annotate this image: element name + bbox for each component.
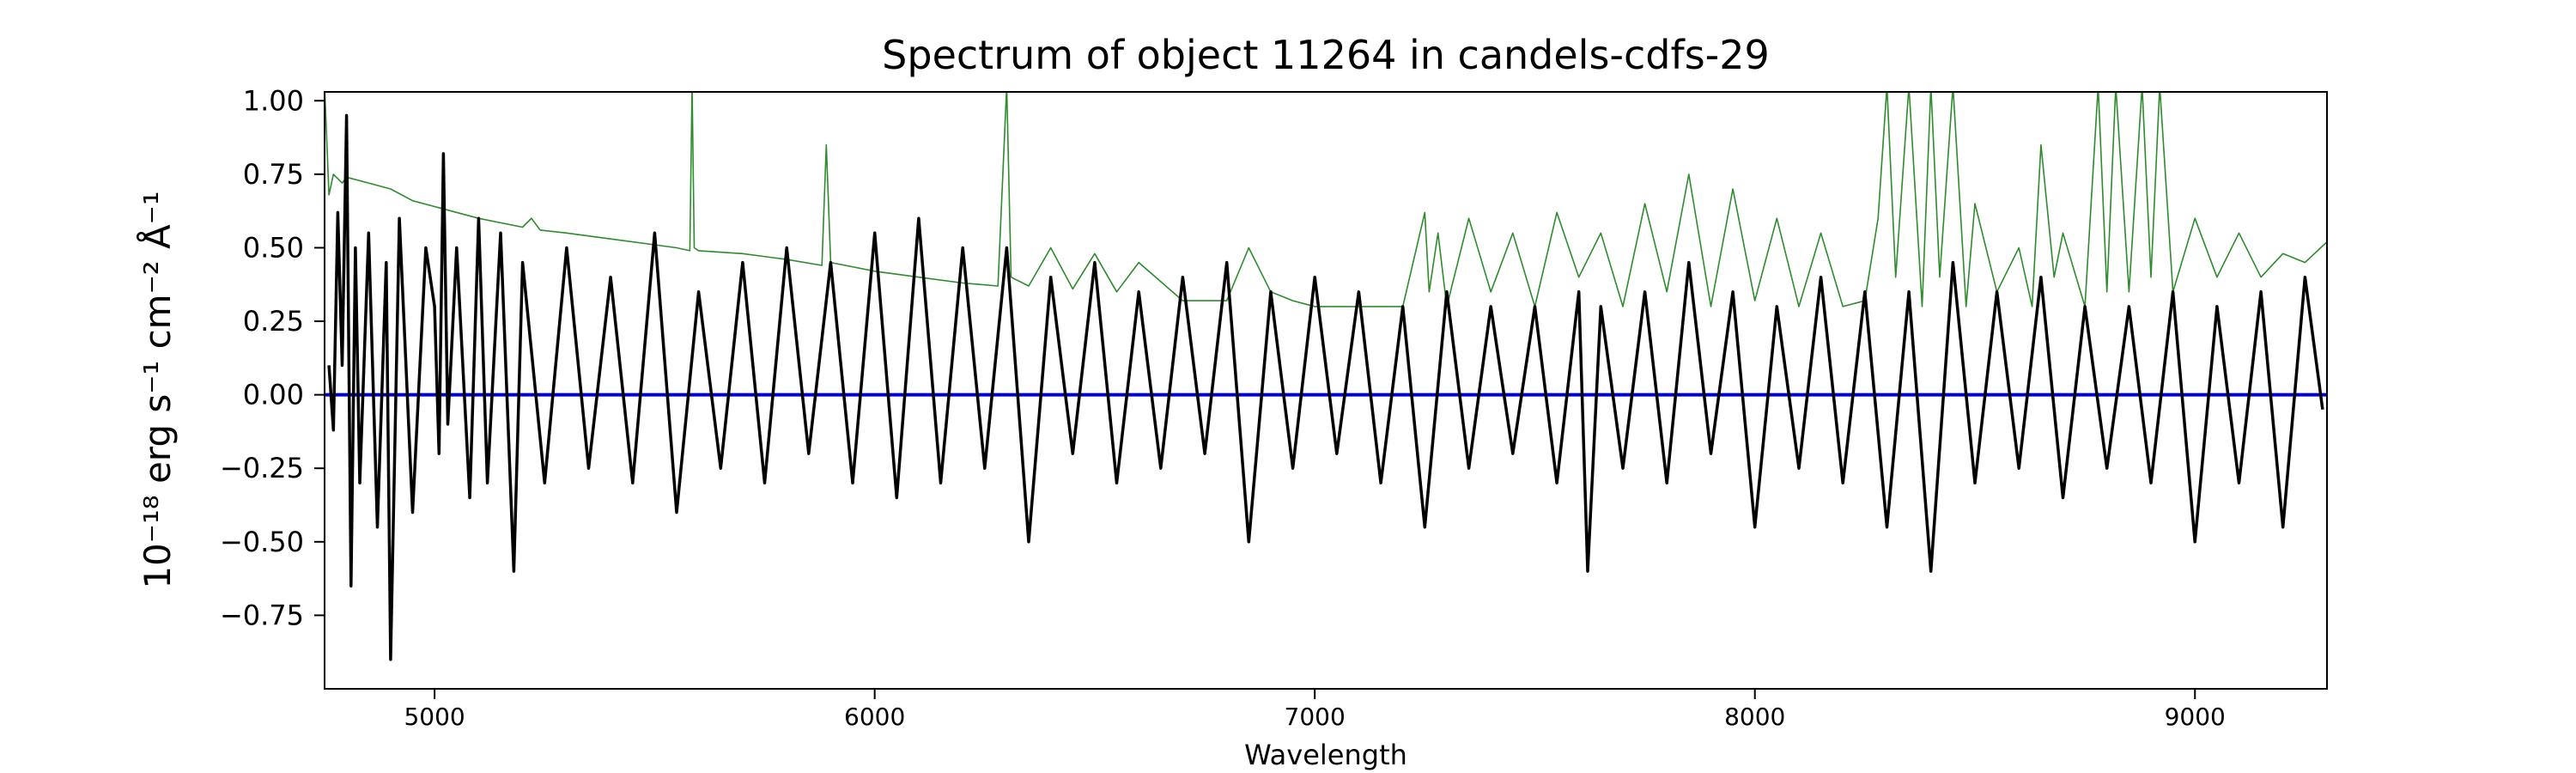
y-tick-label: 0.75 xyxy=(243,158,304,191)
x-tick-label: 6000 xyxy=(844,703,905,731)
y-tick-label: −0.25 xyxy=(220,452,304,484)
flux-series-line xyxy=(327,113,2324,661)
series-layer xyxy=(325,92,2327,661)
x-tick-label: 9000 xyxy=(2165,703,2226,731)
x-tick-label: 7000 xyxy=(1285,703,1346,731)
y-tick-label: −0.50 xyxy=(220,526,304,558)
x-tick-label: 5000 xyxy=(404,703,465,731)
y-axis-label: 10⁻¹⁸ erg s⁻¹ cm⁻² Å⁻¹ xyxy=(136,191,179,588)
y-tick-label: 0.00 xyxy=(243,379,304,411)
y-tick-label: −0.75 xyxy=(220,599,304,631)
plot-frame xyxy=(324,91,2328,690)
y-tick-label: 0.25 xyxy=(243,305,304,338)
error-series-line xyxy=(325,92,2327,307)
x-axis-label: Wavelength xyxy=(1244,739,1407,771)
chart-title: Spectrum of object 11264 in candels-cdfs… xyxy=(882,32,1770,78)
y-tick-label: 0.50 xyxy=(243,231,304,264)
y-tick-label: 1.00 xyxy=(243,84,304,117)
x-tick-label: 8000 xyxy=(1724,703,1785,731)
ticks-layer: 5000 6000 7000 8000 9000 1.00 0.75 0.50 0.25 0.00… xyxy=(220,84,2226,731)
